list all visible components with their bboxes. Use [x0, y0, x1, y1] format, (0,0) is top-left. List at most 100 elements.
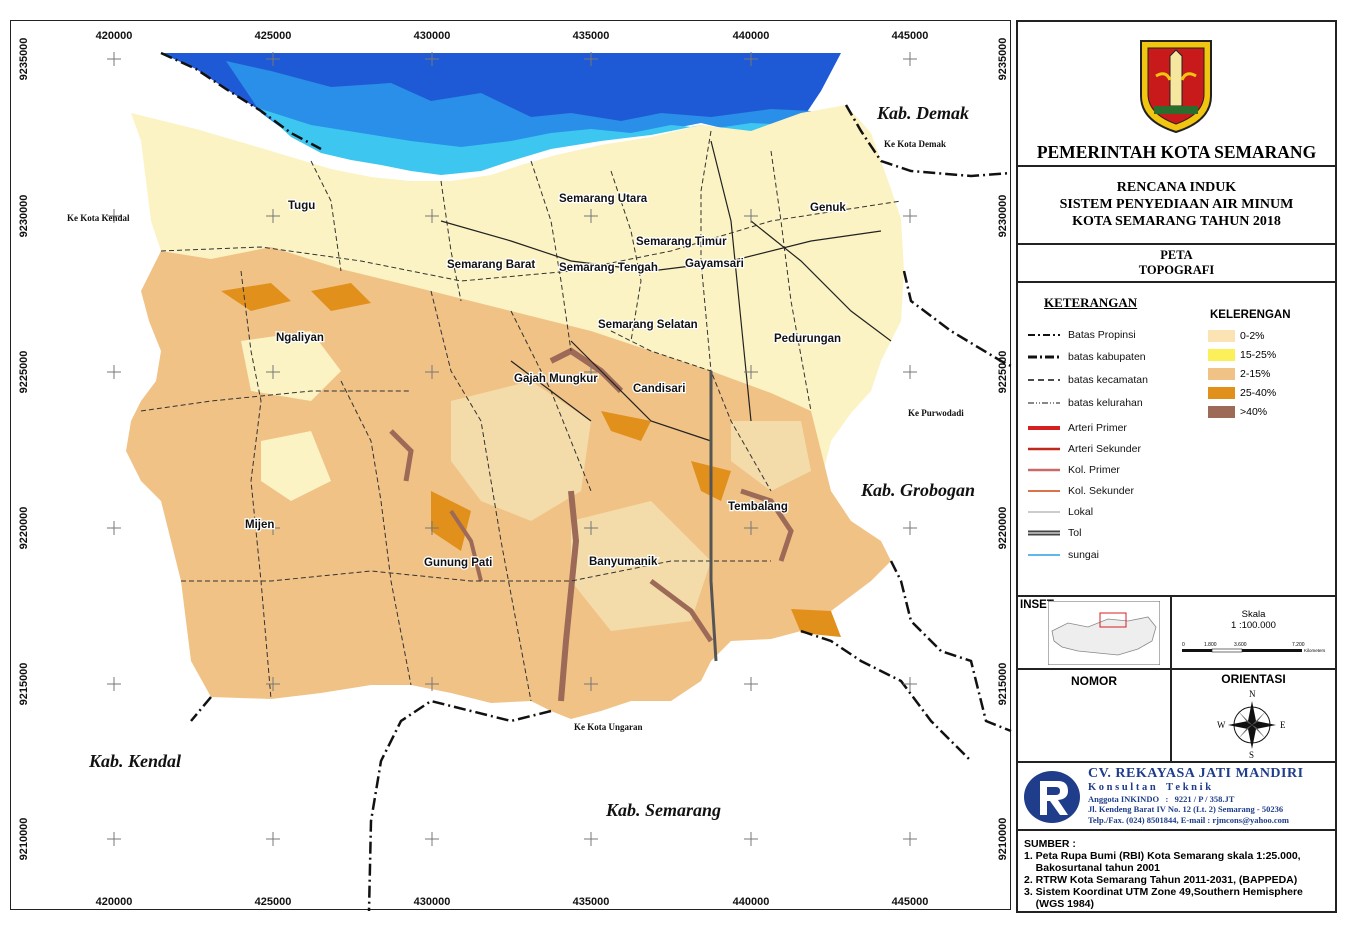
grid-crosses: [107, 52, 917, 846]
y-tick-label: 9215000: [18, 663, 30, 706]
company-logo-icon: [1024, 771, 1080, 823]
district-label: Mijen: [245, 519, 274, 531]
inset-map-icon: [1048, 601, 1160, 665]
company-address: Jl. Kendeng Barat IV No. 12 (Lt. 2) Sema…: [1088, 804, 1284, 814]
dash-dot-line-icon: [1028, 334, 1060, 336]
slope-label: 15-25%: [1240, 349, 1277, 361]
slope-legend-item: 2-15%: [1208, 367, 1270, 381]
red-line-icon: [1028, 447, 1060, 451]
compass-rose-icon: N S W E: [1217, 689, 1286, 759]
slope-light-patch: [261, 431, 331, 501]
district-label: Gayamsari: [685, 258, 744, 270]
ridge-line: [558, 490, 580, 702]
sources-section: SUMBER : 1. Peta Rupa Bumi (RBI) Kota Se…: [1024, 838, 1334, 910]
district-label: Gunung Pati: [424, 557, 492, 569]
x-tick-label: 420000: [96, 896, 133, 908]
ridge-line: [449, 509, 483, 582]
y-tick-label: 9230000: [997, 195, 1009, 238]
slope-label: 25-40%: [1240, 387, 1277, 399]
pink-line-icon: [1028, 468, 1060, 472]
legend-label: batas kelurahan: [1068, 397, 1143, 409]
compass-south: S: [1249, 750, 1254, 759]
district-label: Tugu: [288, 200, 315, 212]
district-label: Semarang Barat: [447, 259, 535, 271]
inset-scale-section: INSET Skala 1 :100.000 0 1.800 3.600 7.2…: [1018, 597, 1335, 670]
city-emblem-icon: [1140, 40, 1212, 134]
plan-title-section: RENCANA INDUK SISTEM PENYEDIAAN AIR MINU…: [1018, 167, 1335, 245]
x-tick-label: 435000: [573, 896, 610, 908]
district-label: Candisari: [633, 383, 685, 395]
legend-label: Lokal: [1068, 506, 1094, 518]
legend-label: sungai: [1068, 549, 1099, 561]
legend-label: Kol. Primer: [1068, 464, 1120, 476]
x-tick-label: 440000: [733, 30, 770, 42]
blue-line-icon: [1028, 554, 1060, 556]
ridge-line: [740, 488, 794, 562]
legend-item: Arteri Sekunder: [1026, 441, 1141, 457]
government-title: PEMERINTAH KOTA SEMARANG: [1036, 142, 1317, 162]
direction-label-kendal: Ke Kota Kendal: [67, 213, 130, 223]
source-item: 3. Sistem Koordinat UTM Zone 49,Southern…: [1024, 886, 1303, 898]
x-tick-labels-bottom: 420000 425000 430000 435000 440000 44500…: [96, 896, 929, 908]
slope-legend-item: 0-2%: [1208, 329, 1265, 343]
scale-unit-label: Kilometers: [1304, 648, 1326, 653]
source-item: 2. RTRW Kota Semarang Tahun 2011-2031, (…: [1024, 874, 1298, 886]
slope-swatch: [1208, 349, 1235, 361]
flat-land-area: [131, 105, 904, 521]
slope-label: 0-2%: [1240, 330, 1265, 342]
scale-box: Skala 1 :100.000 0 1.800 3.600 7.200 Kil…: [1170, 597, 1337, 668]
legend-title: KETERANGAN: [1044, 295, 1138, 310]
number-box: NOMOR: [1018, 670, 1172, 761]
road-lines: [440, 140, 892, 442]
company-section: CV. REKAYASA JATI MANDIRI K o n s u l t …: [1018, 763, 1335, 831]
x-tick-label: 425000: [255, 30, 292, 42]
district-label: Genuk: [810, 202, 846, 214]
y-tick-label: 9210000: [997, 818, 1009, 861]
district-label: Tembalang: [728, 501, 788, 513]
direction-label-demak: Ke Kota Demak: [884, 139, 946, 149]
compass-east: E: [1280, 720, 1286, 730]
legend-item: Kol. Sekunder: [1026, 483, 1134, 499]
compass-west: W: [1217, 720, 1226, 730]
map-canvas[interactable]: 420000 425000 430000 435000 440000 44500…: [11, 21, 1012, 911]
scale-tick-label: 7.200: [1292, 642, 1305, 648]
orange-line-icon: [1028, 490, 1060, 492]
company-name: CV. REKAYASA JATI MANDIRI: [1088, 766, 1304, 781]
slope-legend-item: 25-40%: [1208, 386, 1276, 400]
district-label: Pedurungan: [774, 333, 841, 345]
scale-tick-label: 0: [1182, 642, 1185, 648]
legend-label: Arteri Primer: [1068, 422, 1127, 434]
plan-title-line: RENCANA INDUK: [1116, 180, 1237, 195]
map-info-panel: PEMERINTAH KOTA SEMARANG RENCANA INDUK S…: [1016, 20, 1337, 913]
orientation-title: ORIENTASI: [1221, 672, 1286, 686]
slope-legend-item: 15-25%: [1208, 348, 1276, 362]
x-tick-label: 435000: [573, 30, 610, 42]
slope-swatch: [1208, 330, 1235, 342]
slope-light-patch: [731, 421, 811, 491]
legend-item: Lokal: [1026, 504, 1093, 520]
source-item: Bakosurtanal tahun 2001: [1024, 862, 1160, 874]
company-contact: Telp./Fax. (024) 8501844, E-mail : rjmco…: [1088, 815, 1289, 825]
sources-title: SUMBER :: [1024, 838, 1076, 850]
legend-label: batas kabupaten: [1068, 351, 1146, 363]
y-tick-label: 9215000: [997, 663, 1009, 706]
number-orientation-section: NOMOR ORIENTASI N S W E: [1018, 670, 1335, 763]
plan-title-line: KOTA SEMARANG TAHUN 2018: [1072, 214, 1281, 229]
y-tick-label: 9210000: [18, 818, 30, 861]
scale-ratio: 1 :100.000: [1231, 620, 1276, 631]
map-title-line: PETA: [1160, 248, 1193, 262]
legend-item: Kol. Primer: [1026, 462, 1120, 478]
steep-slope-patch: [791, 609, 841, 637]
slope-swatch: [1208, 387, 1235, 399]
slope-swatch: [1208, 368, 1235, 380]
ridge-line: [389, 429, 414, 482]
steep-slope-patch: [431, 491, 471, 551]
district-label: Semarang Tengah: [559, 262, 658, 274]
map-title-line: TOPOGRAFI: [1138, 263, 1215, 277]
regency-boundary: [160, 51, 1012, 911]
source-item: 1. Peta Rupa Bumi (RBI) Kota Semarang sk…: [1024, 850, 1301, 862]
direction-label-ungaran: Ke Kota Ungaran: [574, 722, 643, 732]
district-labels: Tugu Semarang Utara Semarang Timur Genuk…: [244, 192, 848, 571]
legend-label: batas kecamatan: [1068, 374, 1148, 386]
legend-label: Tol: [1068, 527, 1082, 539]
